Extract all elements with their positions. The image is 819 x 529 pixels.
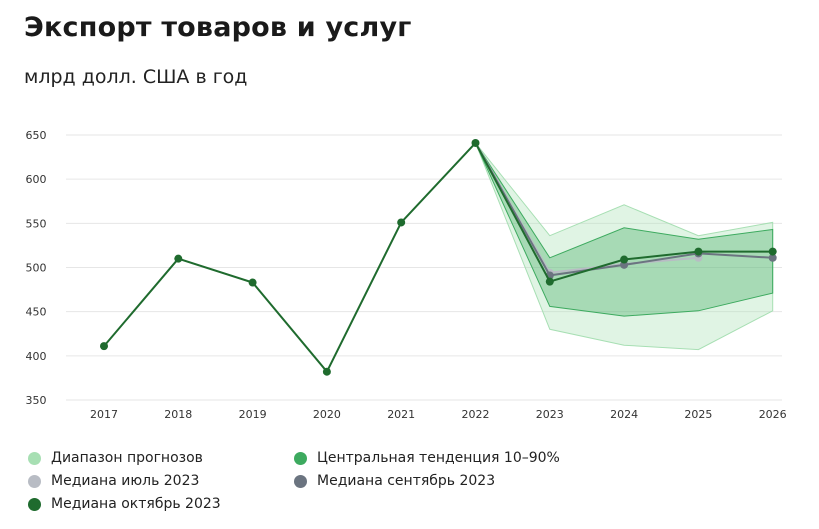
x-tick-label: 2024 <box>610 408 638 421</box>
median-oct-point <box>694 247 703 256</box>
median-oct-line <box>103 141 773 374</box>
median-oct-point <box>768 247 777 256</box>
median-oct-point <box>397 218 406 227</box>
median-oct-point <box>100 342 108 351</box>
chart-subtitle: млрд долл. США в год <box>24 66 248 88</box>
central-tendency-band <box>475 142 774 317</box>
median-oct-point <box>545 277 554 286</box>
x-tick-label: 2025 <box>684 408 712 421</box>
x-tick-label: 2023 <box>536 408 564 421</box>
y-tick-label: 650 <box>26 129 47 142</box>
x-tick-label: 2020 <box>313 408 341 421</box>
median-oct-point <box>620 255 629 264</box>
x-tick-label: 2026 <box>759 408 787 421</box>
x-tick-label: 2019 <box>239 408 267 421</box>
median-oct-point <box>322 367 331 376</box>
y-tick-label: 500 <box>26 262 47 275</box>
median-oct-point <box>174 254 183 263</box>
y-tick-label: 450 <box>26 306 47 319</box>
y-tick-label: 600 <box>26 173 47 186</box>
y-tick-label: 400 <box>26 350 47 363</box>
x-tick-label: 2018 <box>164 408 192 421</box>
median-oct-point <box>471 138 480 147</box>
median-oct-point <box>248 278 257 287</box>
y-tick-label: 350 <box>26 394 47 407</box>
x-tick-label: 2021 <box>387 408 415 421</box>
x-tick-label: 2022 <box>462 408 490 421</box>
chart-title: Экспорт товаров и услуг <box>24 12 412 43</box>
x-tick-label: 2017 <box>90 408 118 421</box>
median-sept-point <box>768 253 777 262</box>
y-tick-label: 550 <box>26 217 47 230</box>
